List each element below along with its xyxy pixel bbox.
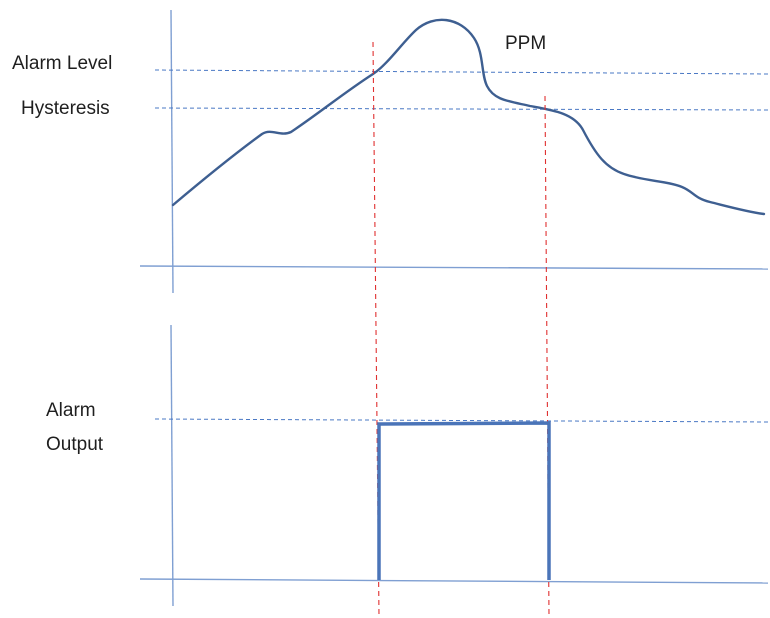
ppm-label: PPM [505,33,547,54]
alarm-output-label-line2: Output [46,434,104,455]
top-x-axis [139,265,769,270]
alarm-output-label-line1: Alarm [46,400,96,421]
alarm-level-line [154,69,769,75]
alarm-output-level-line [154,418,769,423]
top-y-axis [170,9,174,294]
bottom-y-axis [170,324,174,607]
alarm-output-pulse [377,421,551,580]
hysteresis-line [154,107,769,111]
hysteresis-label: Hysteresis [21,98,110,119]
bottom-x-axis [139,578,769,584]
ppm-curve [171,18,766,216]
alarm-level-label: Alarm Level [12,53,113,74]
